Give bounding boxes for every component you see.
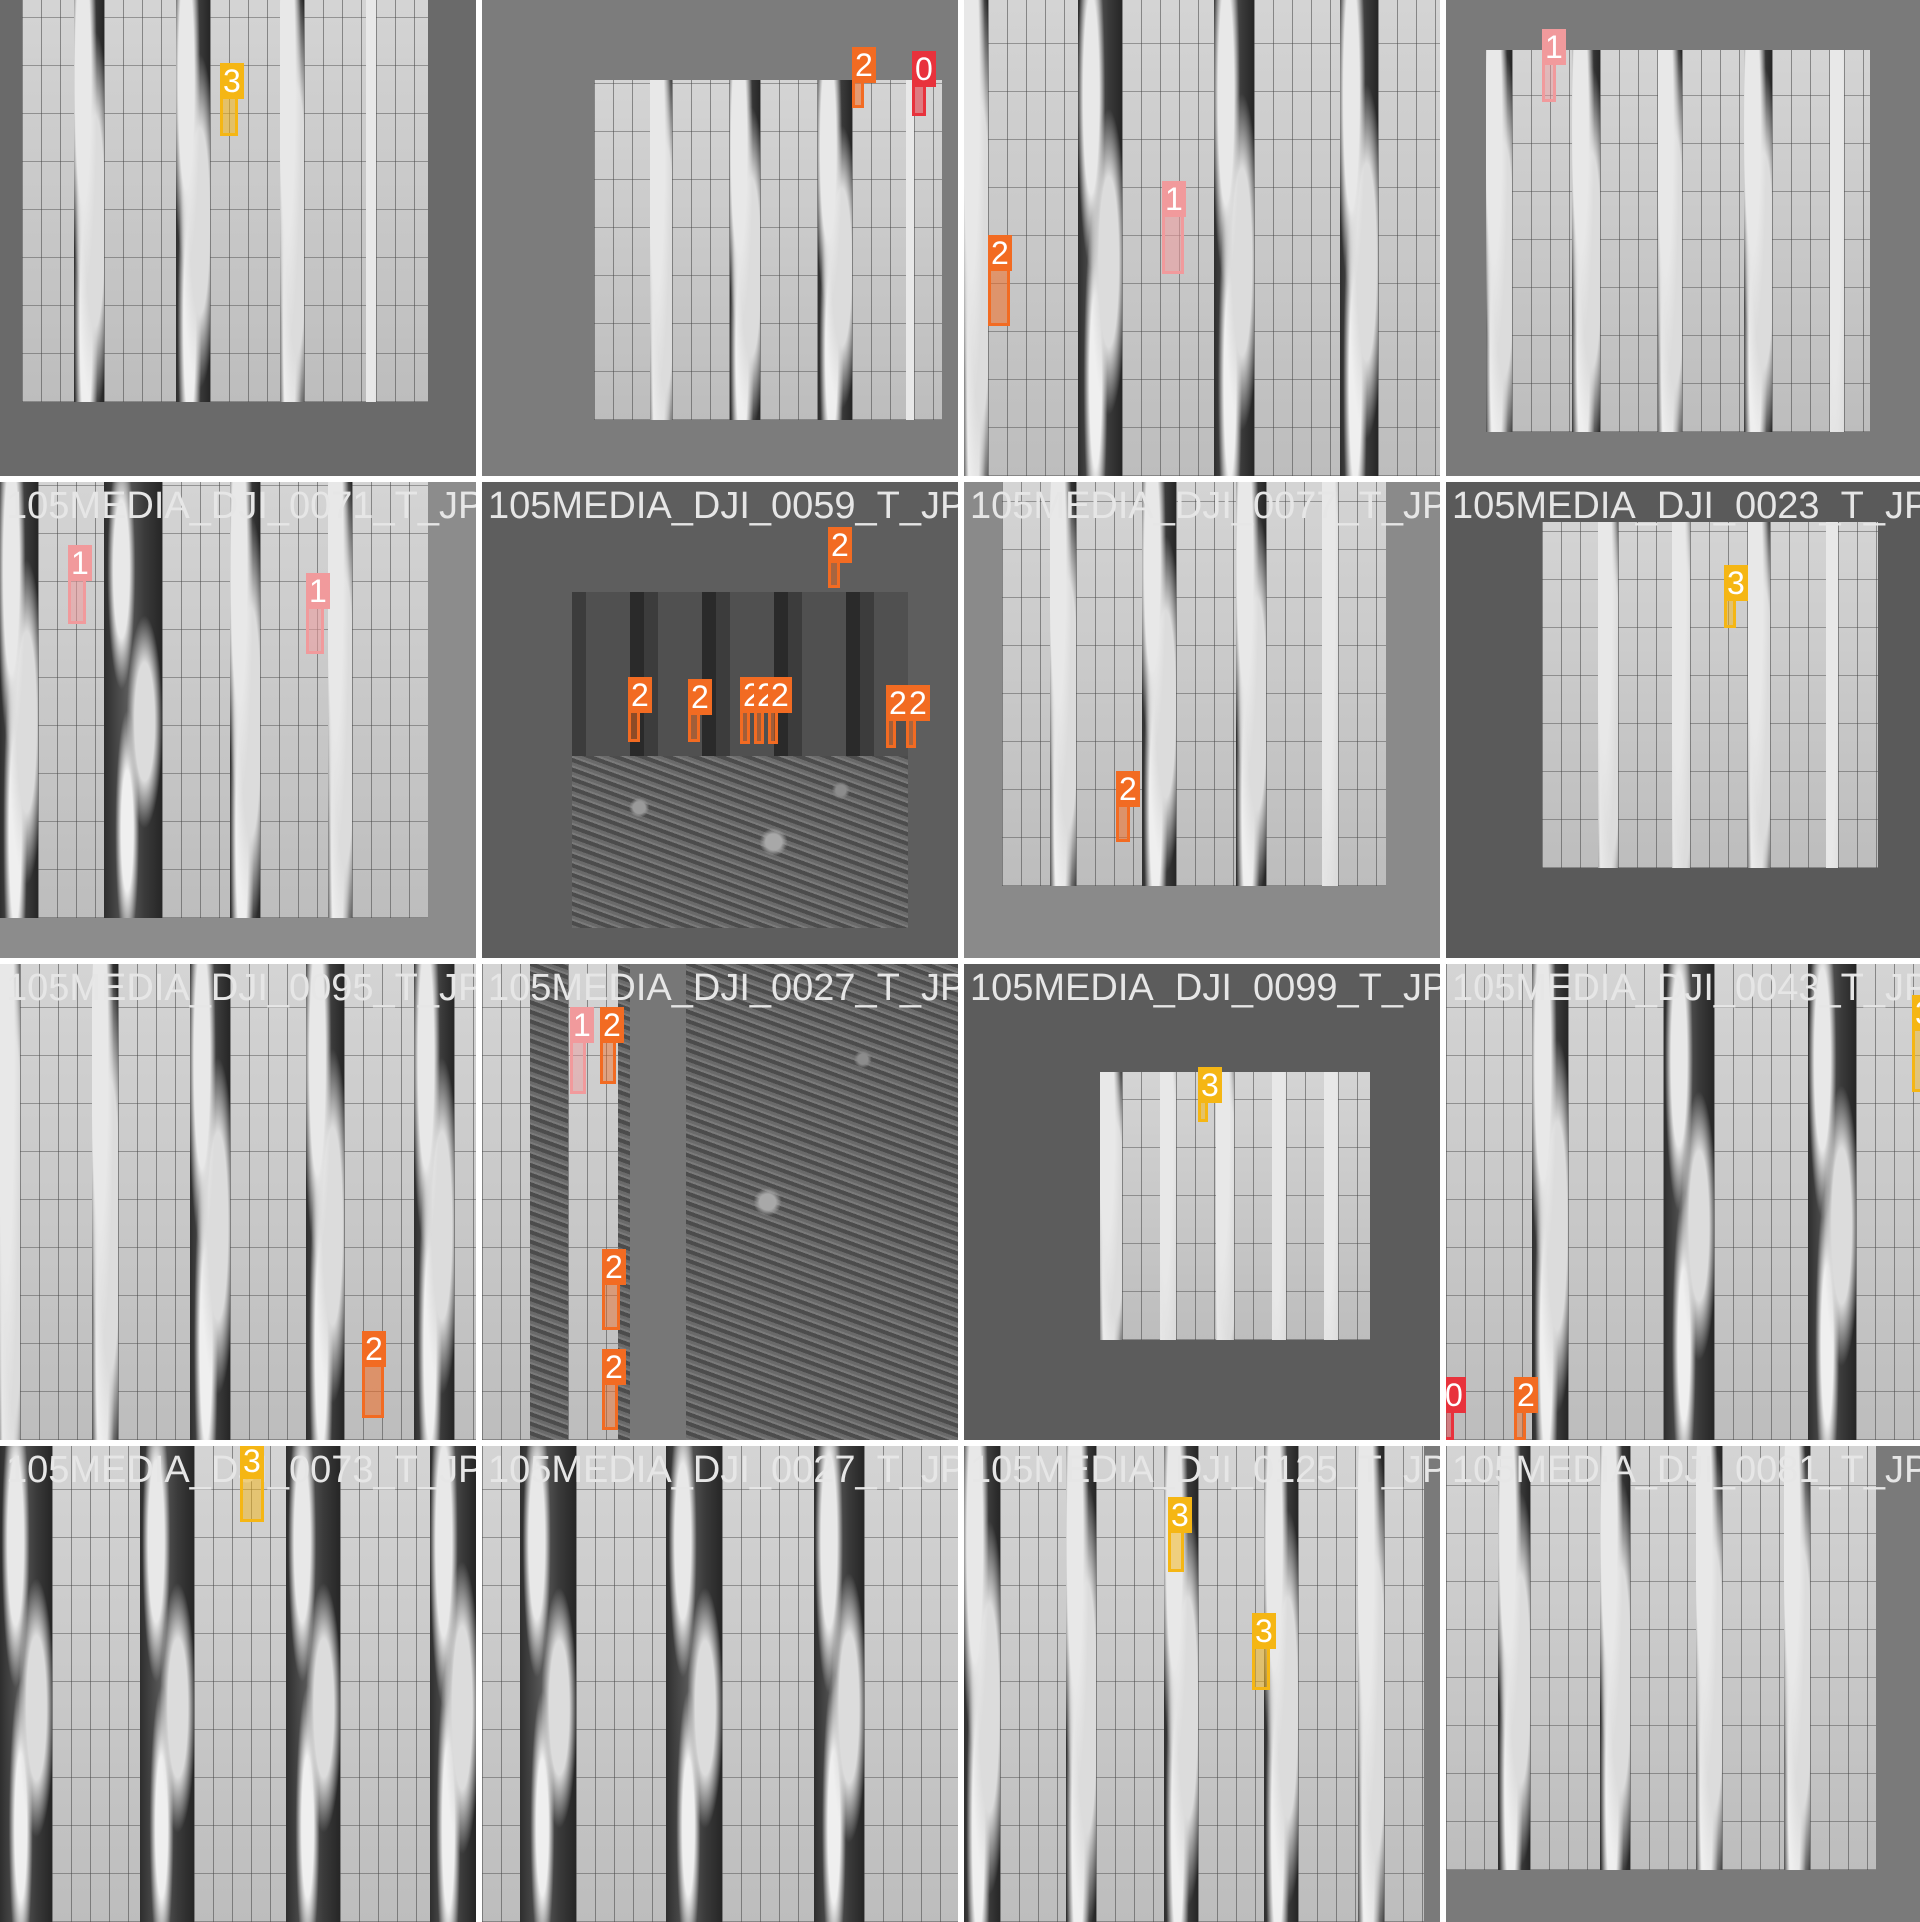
detection-box: 2 (628, 677, 652, 742)
detection-label: 2 (688, 679, 712, 715)
detection-box: 3 (1168, 1497, 1192, 1572)
detection-label: 1 (1542, 29, 1566, 65)
detection-box: 0 (912, 51, 936, 116)
detection-label: 3 (1168, 1497, 1192, 1533)
detection-label: 0 (1446, 1377, 1466, 1413)
detection-box: 2 (602, 1349, 626, 1430)
detection-box: 3 (1912, 995, 1920, 1092)
thermal-frame (1446, 1446, 1876, 1870)
detection-box: 1 (306, 573, 330, 654)
detection-box: 2 (600, 1007, 624, 1084)
thermal-frame (482, 964, 958, 1440)
thermal-frame (1002, 482, 1386, 886)
detection-label: 2 (600, 1007, 624, 1043)
detection-label: 3 (1912, 995, 1920, 1031)
tile-7: 105MEDIA_DJI_0077_T_JPG 2 (964, 482, 1440, 958)
thermal-frame (964, 1446, 1424, 1922)
detection-label: 0 (912, 51, 936, 87)
detection-label: 1 (570, 1007, 594, 1043)
detection-label: 3 (1252, 1613, 1276, 1649)
detection-label: 2 (852, 47, 876, 83)
detection-box: 2 (602, 1249, 626, 1330)
tile-8: 105MEDIA_DJI_0023_T_JP 3 (1446, 482, 1920, 958)
detection-label: 2 (988, 235, 1012, 271)
detection-box: 0 (1446, 1377, 1466, 1440)
detection-box: 2 (906, 685, 930, 748)
detection-box: 2 (688, 679, 712, 742)
detection-label: 2 (1514, 1377, 1538, 1413)
detection-box: 2 (828, 527, 852, 588)
detection-box: 1 (68, 545, 92, 624)
detection-label: 2 (886, 685, 910, 721)
tile-13: 105MEDIA_DJI_0073_T_JPG 3 (0, 1446, 476, 1922)
thermal-frame (572, 592, 908, 928)
detection-box: 3 (1252, 1613, 1276, 1690)
detection-box: 2 (852, 47, 876, 108)
tile-4: 1 (1446, 0, 1920, 476)
tile-12: 105MEDIA_DJI_0043_T_JP 3 0 2 (1446, 964, 1920, 1440)
grid-separator (0, 1440, 1920, 1446)
detection-label: 2 (828, 527, 852, 563)
detection-box: 3 (220, 63, 244, 136)
tile-16: 105MEDIA_DJI_0081_T_JP (1446, 1446, 1920, 1922)
tile-14: 105MEDIA_DJI_0027_T_JPG (482, 1446, 958, 1922)
detection-box: 3 (1724, 565, 1748, 628)
detection-label: 1 (68, 545, 92, 581)
tile-3: 2 1 (964, 0, 1440, 476)
detection-label: 2 (602, 1249, 626, 1285)
tile-1: 3 (0, 0, 476, 476)
thermal-frame (0, 482, 428, 918)
detection-label: 2 (628, 677, 652, 713)
grid-separator (0, 958, 1920, 964)
detection-label: 3 (240, 1446, 264, 1479)
tile-2: 2 0 (482, 0, 958, 476)
thermal-frame (0, 964, 476, 1440)
detection-box: 2 (740, 677, 764, 744)
detection-label: 2 (602, 1349, 626, 1385)
detection-box: 2 (886, 685, 910, 748)
detection-label: 2 (906, 685, 930, 721)
tile-6: 105MEDIA_DJI_0059_T_JPG 2 2 2 2 2 2 2 2 (482, 482, 958, 958)
thermal-frame (0, 1446, 476, 1922)
grid-separator (0, 476, 1920, 482)
thermal-frame (964, 0, 1440, 476)
image-caption: 105MEDIA_DJI_0099_T_JPG (970, 967, 1440, 1009)
detection-box: 2 (768, 677, 792, 744)
detection-box: 2 (754, 677, 778, 744)
detection-label: 1 (1162, 181, 1186, 217)
detection-box: 1 (1162, 181, 1186, 274)
thermal-frame (1542, 522, 1878, 868)
detection-label: 3 (220, 63, 244, 99)
tile-11: 105MEDIA_DJI_0099_T_JPG 3 (964, 964, 1440, 1440)
tile-9: 105MEDIA_DJI_0095_T_JPG 2 (0, 964, 476, 1440)
detection-box: 1 (570, 1007, 594, 1094)
tile-15: 105MEDIA_DJI_0125_T_JPG 3 3 (964, 1446, 1440, 1922)
thermal-frame (1486, 50, 1870, 432)
detection-box: 1 (1542, 29, 1566, 102)
detection-label: 2 (362, 1331, 386, 1367)
detection-box: 2 (1116, 771, 1140, 842)
detection-label: 3 (1198, 1067, 1222, 1103)
thermal-frame (594, 80, 942, 420)
detection-label: 2 (768, 677, 792, 713)
detection-label: 3 (1724, 565, 1748, 601)
thermal-frame (1446, 964, 1920, 1440)
tile-10: 105MEDIA_DJI_0027_T_JPG 1 2 2 2 (482, 964, 958, 1440)
detection-box: 2 (362, 1331, 386, 1418)
thermal-frame (22, 0, 428, 402)
thermal-frame (482, 1446, 958, 1922)
detection-box: 2 (1514, 1377, 1538, 1440)
detection-box: 2 (988, 235, 1012, 326)
detection-label: 1 (306, 573, 330, 609)
tile-5: 105MEDIA_DJI_0071_T_JPG 1 1 (0, 482, 476, 958)
detection-label: 2 (1116, 771, 1140, 807)
detection-box: 3 (240, 1446, 264, 1522)
image-caption: 105MEDIA_DJI_0059_T_JPG (488, 485, 958, 527)
detection-box: 3 (1198, 1067, 1222, 1122)
thermal-frame (1100, 1072, 1370, 1340)
